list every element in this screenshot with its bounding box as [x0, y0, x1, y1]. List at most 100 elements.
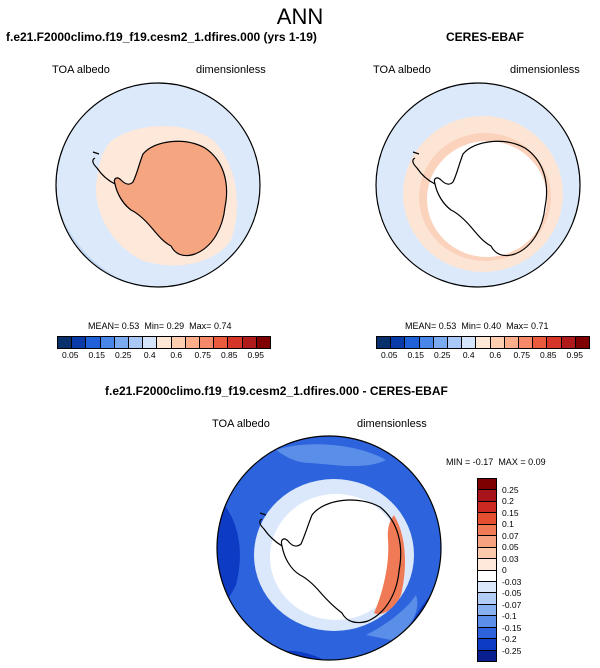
model-min-label: Min=: [144, 321, 165, 331]
model-peninsula: [92, 151, 116, 185]
colorbar-tick-label: -0.1: [502, 611, 517, 621]
colorbar-tick-label: -0.25: [502, 645, 522, 656]
obs-mean-label: MEAN=: [405, 321, 437, 331]
colorbar-tick-label: 0.75: [194, 350, 212, 360]
obs-min-label: Min=: [461, 321, 482, 331]
diff-peninsula: [259, 512, 283, 547]
colorbar-swatch: [478, 570, 496, 582]
colorbar-swatch: [478, 593, 496, 605]
obs-mean-value: 0.53: [438, 321, 457, 331]
colorbar-swatch: [478, 501, 496, 514]
colorbar-tick-label: 0.95: [566, 350, 584, 360]
model-max-value: 0.74: [213, 321, 232, 331]
model-variable-label: TOA albedo: [52, 64, 110, 76]
obs-antarctica-coast: [433, 140, 548, 257]
colorbar-swatch: [72, 337, 87, 348]
colorbar-swatch: [100, 337, 115, 348]
colorbar-swatch: [462, 337, 477, 348]
page-title: ANN: [276, 4, 324, 29]
colorbar-tick-label: -0.03: [502, 576, 522, 587]
colorbar-swatch: [242, 337, 257, 348]
colorbar-swatch: [478, 616, 496, 628]
diff-antarctica-coast: [280, 499, 402, 624]
colorbar-tick-label: 0.25: [433, 350, 451, 360]
obs-stats: MEAN= 0.53 Min= 0.40 Max= 0.71: [405, 321, 548, 331]
colorbar-swatch: [547, 337, 562, 348]
colorbar-swatch: [476, 337, 491, 348]
diff-min-value: -0.17: [472, 457, 494, 467]
colorbar-swatch: [478, 536, 496, 548]
diff-variable-label: TOA albedo: [212, 418, 270, 430]
colorbar-swatch: [58, 337, 73, 348]
colorbar-tick-label: 0.2: [502, 496, 514, 506]
colorbar-tick-label: 0.05: [380, 350, 398, 360]
colorbar-swatch: [377, 337, 392, 348]
model-colorbar-ticks: 0.05 0.15 0.25 0.4 0.6 0.75 0.85 0.95: [57, 350, 269, 360]
colorbar-tick-label: 0.07: [502, 530, 519, 541]
model-mean-label: MEAN=: [88, 321, 120, 331]
diff-max-label: MAX =: [498, 457, 526, 467]
colorbar-tick-label: 0.85: [220, 350, 238, 360]
colorbar-tick-label: 0.4: [462, 350, 475, 360]
diff-colorbar: [477, 478, 497, 662]
diff-max-value: 0.09: [528, 457, 546, 467]
colorbar-swatch: [114, 337, 130, 348]
diff-stats: MIN = -0.17 MAX = 0.09: [446, 457, 546, 467]
colorbar-swatch: [478, 479, 496, 491]
diff-positive-patch: [374, 515, 406, 615]
colorbar-tick-label: 0.15: [88, 350, 106, 360]
colorbar-tick-label: 0.15: [502, 507, 519, 518]
colorbar-swatch: [214, 337, 229, 348]
colorbar-swatch: [519, 337, 534, 348]
colorbar-swatch: [157, 337, 172, 348]
colorbar-swatch: [478, 490, 496, 502]
colorbar-tick-label: 0.25: [502, 484, 519, 495]
colorbar-swatch: [478, 524, 496, 537]
colorbar-tick-label: 0.25: [114, 350, 132, 360]
obs-panel-title: CERES-EBAF: [446, 30, 525, 44]
colorbar-tick-label: 0.05: [502, 542, 519, 552]
colorbar-tick-label: -0.07: [502, 599, 522, 610]
colorbar-swatch: [405, 337, 420, 348]
obs-units-label: dimensionless: [510, 64, 580, 76]
obs-variable-label: TOA albedo: [373, 64, 431, 76]
diff-panel-title: f.e21.F2000climo.f19_f19.cesm2_1.dfires.…: [105, 384, 448, 398]
colorbar-swatch: [478, 513, 496, 525]
obs-colorbar: [376, 336, 590, 349]
model-stats: MEAN= 0.53 Min= 0.29 Max= 0.74: [88, 321, 231, 331]
colorbar-swatch: [478, 627, 496, 640]
obs-max-value: 0.71: [530, 321, 549, 331]
diff-units-label: dimensionless: [357, 418, 427, 430]
colorbar-swatch: [478, 639, 496, 651]
diff-moderate-negative-patches: [276, 444, 418, 640]
colorbar-tick-label: 0.05: [61, 350, 79, 360]
colorbar-swatch: [391, 337, 406, 348]
model-mean-value: 0.53: [121, 321, 140, 331]
obs-min-value: 0.40: [483, 321, 502, 331]
model-antarctica-fill: [113, 140, 228, 257]
obs-colorbar-ticks: 0.05 0.15 0.25 0.4 0.6 0.75 0.85 0.95: [376, 350, 588, 360]
colorbar-tick-label: 0.95: [247, 350, 265, 360]
colorbar-tick-label: 0.85: [539, 350, 557, 360]
model-polar-map: [55, 82, 261, 288]
colorbar-tick-label: 0.15: [407, 350, 425, 360]
colorbar-swatch: [143, 337, 158, 348]
colorbar-tick-label: 0.1: [502, 519, 514, 529]
colorbar-tick-label: 0.6: [170, 350, 183, 360]
obs-polar-map: [375, 82, 581, 288]
model-min-value: 0.29: [166, 321, 185, 331]
colorbar-swatch: [575, 337, 590, 348]
colorbar-swatch: [504, 337, 520, 348]
colorbar-swatch: [478, 604, 496, 617]
colorbar-tick-label: -0.15: [502, 622, 522, 633]
colorbar-swatch: [129, 337, 144, 348]
model-units-label: dimensionless: [196, 64, 266, 76]
colorbar-swatch: [433, 337, 449, 348]
colorbar-swatch: [478, 547, 496, 560]
colorbar-swatch: [171, 337, 186, 348]
colorbar-swatch: [478, 559, 496, 571]
colorbar-swatch: [419, 337, 434, 348]
obs-missing-interior: [427, 141, 547, 257]
obs-peninsula: [412, 151, 436, 185]
colorbar-tick-label: 0.75: [513, 350, 531, 360]
